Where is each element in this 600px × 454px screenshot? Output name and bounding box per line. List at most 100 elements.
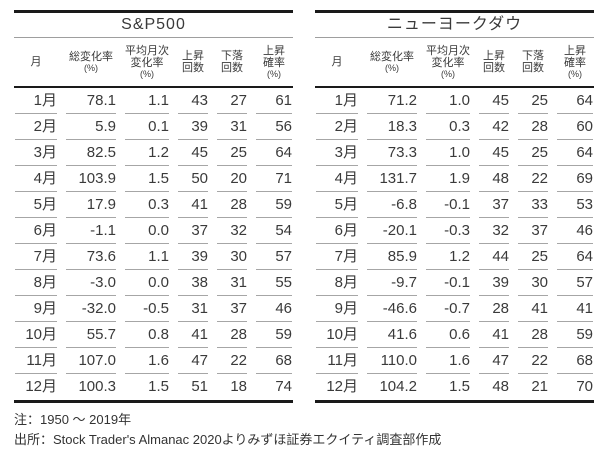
value-cell: 37 bbox=[479, 192, 509, 218]
value-cell: 131.7 bbox=[367, 166, 417, 192]
value-cell: 25 bbox=[217, 140, 247, 166]
value-cell: 56 bbox=[256, 114, 292, 140]
value-cell: 70 bbox=[576, 378, 593, 395]
value-cell: 21 bbox=[531, 378, 548, 395]
value-cell: 59 bbox=[256, 192, 292, 218]
value-cell: 1.5 bbox=[148, 378, 169, 395]
value-cell: 0.3 bbox=[426, 114, 470, 140]
value-cell: 28 bbox=[518, 114, 548, 140]
value-cell: 25 bbox=[518, 88, 548, 114]
value-cell: 41 bbox=[557, 296, 593, 322]
column-header-label: 月 bbox=[30, 56, 42, 68]
sp500-table-body: 1月 78.1 1.1 43 27 61 2月 5.9 0.1 39 31 56 3月 82.5 1.2 45… bbox=[14, 88, 293, 400]
value-cell: 107.0 bbox=[66, 348, 116, 374]
month-cell: 9月 bbox=[15, 296, 57, 322]
value-cell: 47 bbox=[178, 348, 208, 374]
value-cell: 1.2 bbox=[125, 140, 169, 166]
column-header-unit: (%) bbox=[84, 63, 98, 73]
value-cell: -0.1 bbox=[426, 192, 470, 218]
value-cell: 41.6 bbox=[367, 322, 417, 348]
month-cell: 4月 bbox=[316, 166, 358, 192]
value-cell: 25 bbox=[518, 140, 548, 166]
month-cell: 5月 bbox=[15, 192, 57, 218]
value-cell: 32 bbox=[479, 218, 509, 244]
value-cell: 31 bbox=[178, 296, 208, 322]
value-cell: 1.0 bbox=[426, 88, 470, 114]
value-cell: 41 bbox=[178, 322, 208, 348]
value-cell: 73.6 bbox=[66, 244, 116, 270]
month-cell: 12月 bbox=[326, 378, 358, 395]
value-cell: 44 bbox=[479, 244, 509, 270]
value-cell: 61 bbox=[256, 88, 292, 114]
nydow-header-row: 月 総変化率 (%) 平均月次 変化率 (%) 上昇 回数 下落 回数 上昇 確… bbox=[315, 38, 594, 88]
value-cell: 64 bbox=[557, 140, 593, 166]
column-header-unit: (%) bbox=[441, 69, 455, 79]
value-cell: 1.6 bbox=[125, 348, 169, 374]
value-cell: 45 bbox=[479, 140, 509, 166]
value-cell: 0.8 bbox=[125, 322, 169, 348]
value-cell: -1.1 bbox=[66, 218, 116, 244]
value-cell: 20 bbox=[217, 166, 247, 192]
value-cell: 39 bbox=[178, 114, 208, 140]
value-cell: 54 bbox=[256, 218, 292, 244]
value-cell: -46.6 bbox=[367, 296, 417, 322]
value-cell: 64 bbox=[557, 88, 593, 114]
column-header: 下落 回数 bbox=[217, 38, 247, 86]
value-cell: 0.1 bbox=[125, 114, 169, 140]
value-cell: 55 bbox=[256, 270, 292, 296]
value-cell: 37 bbox=[518, 218, 548, 244]
column-header-label: 上昇 回数 bbox=[182, 50, 204, 74]
column-header-unit: (%) bbox=[267, 69, 281, 79]
value-cell: 78.1 bbox=[66, 88, 116, 114]
value-cell: 46 bbox=[256, 296, 292, 322]
value-cell: 30 bbox=[518, 270, 548, 296]
value-cell: 28 bbox=[518, 322, 548, 348]
value-cell: 45 bbox=[178, 140, 208, 166]
month-cell: 9月 bbox=[316, 296, 358, 322]
value-cell: 41 bbox=[518, 296, 548, 322]
value-cell: -32.0 bbox=[66, 296, 116, 322]
value-cell: 28 bbox=[217, 192, 247, 218]
month-cell: 1月 bbox=[316, 88, 358, 114]
value-cell: 0.0 bbox=[125, 218, 169, 244]
value-cell: 46 bbox=[557, 218, 593, 244]
column-header: 月 bbox=[316, 38, 358, 86]
value-cell: 71.2 bbox=[367, 88, 417, 114]
value-cell: 53 bbox=[557, 192, 593, 218]
value-cell: 1.9 bbox=[426, 166, 470, 192]
value-cell: 1.1 bbox=[125, 88, 169, 114]
value-cell: 69 bbox=[557, 166, 593, 192]
column-header-label: 上昇 確率 bbox=[564, 45, 586, 69]
column-header: 上昇 確率 (%) bbox=[557, 38, 593, 86]
value-cell: 25 bbox=[518, 244, 548, 270]
value-cell: 17.9 bbox=[66, 192, 116, 218]
month-cell: 3月 bbox=[316, 140, 358, 166]
sp500-table: S&P500 月 総変化率 (%) 平均月次 変化率 (%) 上昇 回数 下落 … bbox=[14, 10, 293, 403]
month-cell: 10月 bbox=[316, 322, 358, 348]
value-cell: 64 bbox=[256, 140, 292, 166]
month-cell: 2月 bbox=[15, 114, 57, 140]
column-header-label: 総変化率 bbox=[370, 51, 414, 63]
footnotes: 注：1950 ～ 2019年 出所：Stock Trader's Almanac… bbox=[14, 410, 588, 450]
value-cell: 48 bbox=[492, 378, 509, 395]
value-cell: 64 bbox=[557, 244, 593, 270]
value-cell: -0.7 bbox=[426, 296, 470, 322]
month-cell: 5月 bbox=[316, 192, 358, 218]
value-cell: 5.9 bbox=[66, 114, 116, 140]
value-cell: 68 bbox=[557, 348, 593, 374]
column-header-label: 下落 回数 bbox=[221, 50, 243, 74]
value-cell: -9.7 bbox=[367, 270, 417, 296]
column-header-unit: (%) bbox=[568, 69, 582, 79]
value-cell: 60 bbox=[557, 114, 593, 140]
value-cell: 1.6 bbox=[426, 348, 470, 374]
value-cell: -0.1 bbox=[426, 270, 470, 296]
value-cell: 39 bbox=[178, 244, 208, 270]
value-cell: 31 bbox=[217, 114, 247, 140]
value-cell: 43 bbox=[178, 88, 208, 114]
value-cell: 50 bbox=[178, 166, 208, 192]
value-cell: 71 bbox=[256, 166, 292, 192]
value-cell: 0.3 bbox=[125, 192, 169, 218]
value-cell: 1.1 bbox=[125, 244, 169, 270]
value-cell: 31 bbox=[217, 270, 247, 296]
